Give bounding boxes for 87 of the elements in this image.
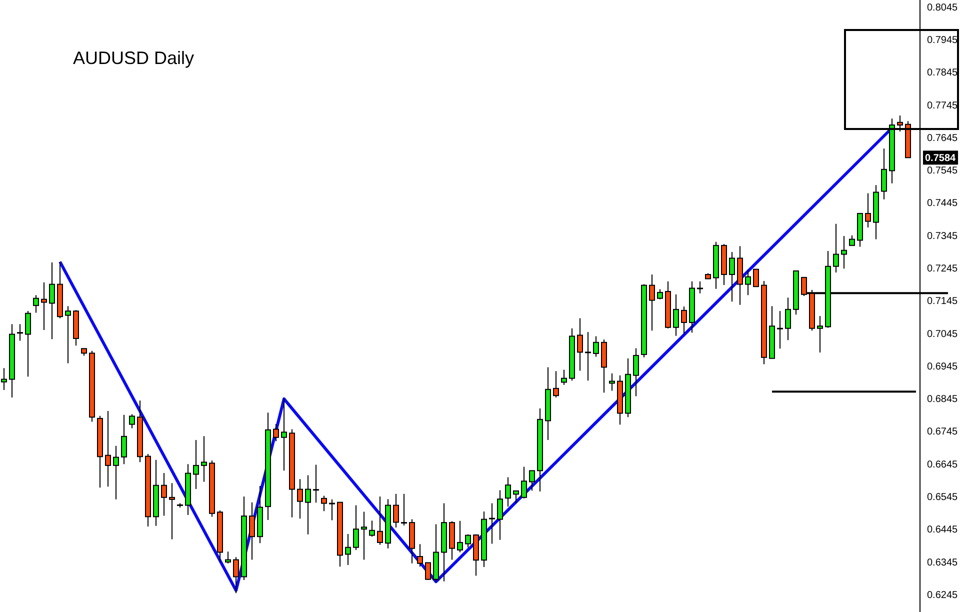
candlestick xyxy=(49,262,55,340)
y-tick-label: 0.7445 xyxy=(927,198,958,210)
candlestick xyxy=(785,297,791,341)
y-tick-label: 0.7345 xyxy=(927,230,958,242)
candlestick xyxy=(17,324,23,342)
candlestick xyxy=(273,423,279,442)
y-tick-label: 0.6245 xyxy=(927,590,958,601)
candlestick xyxy=(553,370,559,398)
candlestick xyxy=(121,414,127,465)
candlestick xyxy=(681,306,687,334)
candlestick xyxy=(41,282,47,330)
candlestick xyxy=(497,490,503,540)
candlestick xyxy=(329,498,335,521)
candlestick xyxy=(161,472,167,516)
y-tick-label: 0.6345 xyxy=(927,557,958,568)
y-tick-label: 0.7645 xyxy=(927,132,958,144)
candlestick xyxy=(353,504,359,550)
candlestick xyxy=(577,318,583,372)
candlestick xyxy=(897,115,903,132)
y-tick-label: 0.7745 xyxy=(927,100,958,112)
candlestick xyxy=(377,496,383,546)
y-tick-label: 0.6645 xyxy=(927,459,958,470)
candlestick xyxy=(633,348,639,397)
candlestick xyxy=(777,310,783,350)
candlestick xyxy=(65,306,71,364)
candlestick xyxy=(113,445,119,500)
candlestick xyxy=(753,268,759,288)
candlestick xyxy=(745,269,751,296)
candlestick xyxy=(529,470,535,492)
annotation: 0.7584 xyxy=(925,153,956,164)
candlestick xyxy=(881,148,887,200)
candlestick xyxy=(201,436,207,482)
candlestick xyxy=(297,478,303,520)
candlestick xyxy=(513,490,519,504)
candlestick xyxy=(609,372,615,392)
candlestick xyxy=(457,520,463,553)
y-tick-label: 0.7245 xyxy=(927,264,958,274)
candlestick xyxy=(425,562,431,581)
candlestick xyxy=(673,294,679,336)
y-tick-label: 0.7045 xyxy=(927,328,958,340)
y-tick-label: 0.7145 xyxy=(927,296,958,308)
candlestick xyxy=(369,520,375,538)
y-tick-label: 0.8045 xyxy=(927,2,958,14)
candlestick xyxy=(33,294,39,314)
text: AUDUSD Daily xyxy=(73,48,194,68)
candlestick xyxy=(521,466,527,499)
candlestick xyxy=(585,331,591,382)
y-tick-label: 0.6445 xyxy=(927,524,958,536)
candlestick xyxy=(313,464,319,504)
candlestick xyxy=(393,493,399,528)
candlestick xyxy=(649,274,655,332)
y-tick-label: 0.6545 xyxy=(927,492,958,503)
candlestick xyxy=(129,414,135,429)
candlestick xyxy=(1,368,7,391)
candlestick xyxy=(25,310,31,378)
y-tick-label: 0.6945 xyxy=(927,361,958,372)
candlestick xyxy=(865,192,871,228)
candlestick xyxy=(849,234,855,246)
y-tick-label: 0.6745 xyxy=(927,426,958,438)
candlestick xyxy=(697,280,703,294)
y-tick-label: 0.7945 xyxy=(927,35,958,46)
candlestick xyxy=(321,495,327,512)
candlestick xyxy=(817,315,823,354)
candlestick xyxy=(505,476,511,508)
candlestick xyxy=(465,534,471,548)
candlestick xyxy=(593,336,599,358)
candlestick xyxy=(233,556,239,594)
candlestick xyxy=(729,251,735,302)
candlestick xyxy=(169,482,175,540)
candlestick xyxy=(305,474,311,535)
candlestick xyxy=(105,410,111,488)
candlestick xyxy=(561,369,567,386)
candlestick xyxy=(833,223,839,274)
candlestick xyxy=(249,502,255,560)
candlestick xyxy=(417,544,423,568)
candlestick xyxy=(345,533,351,566)
candlestick xyxy=(281,398,287,472)
candlestick xyxy=(489,502,495,544)
candlestick xyxy=(657,288,663,300)
y-tick-label: 0.7545 xyxy=(927,166,958,177)
candlestick xyxy=(193,439,199,490)
candlestick xyxy=(841,235,847,270)
candlestick xyxy=(361,511,367,560)
candlestick xyxy=(225,551,231,564)
y-tick-label: 0.7845 xyxy=(927,68,958,79)
y-tick-label: 0.6845 xyxy=(927,394,958,406)
candlestick xyxy=(401,493,407,526)
